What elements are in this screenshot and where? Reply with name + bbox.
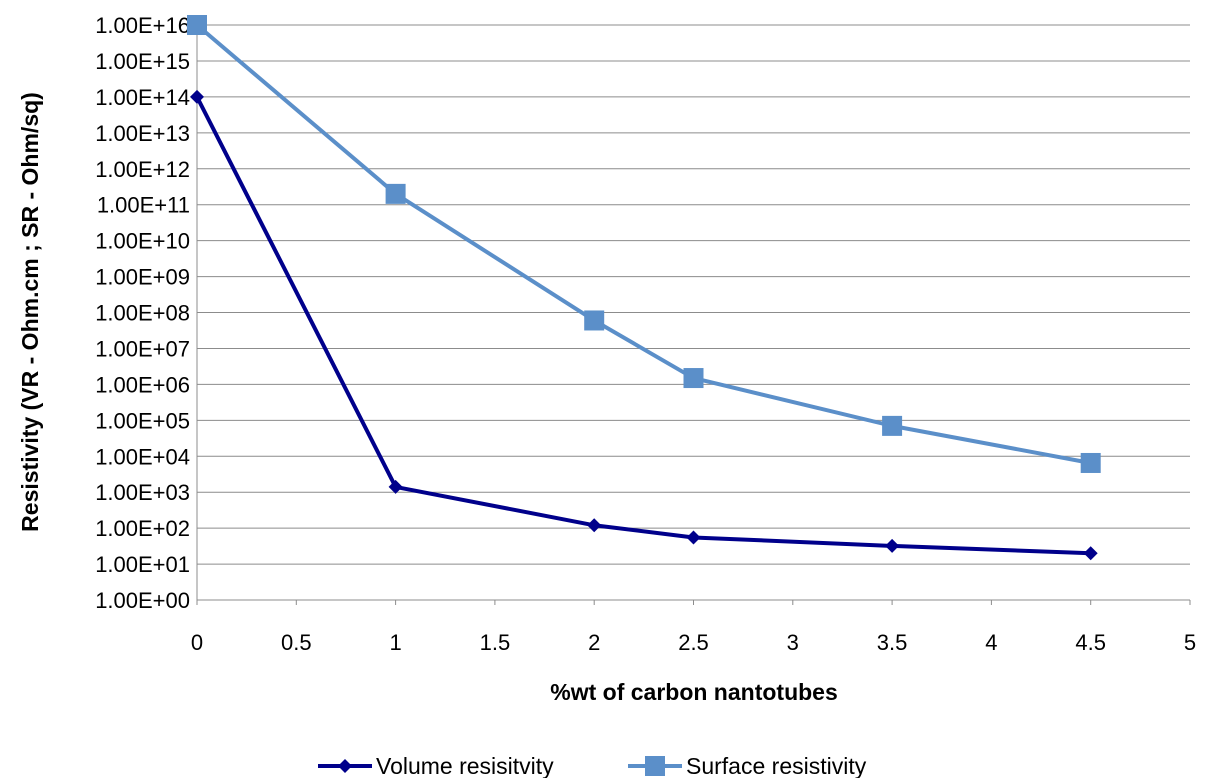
data-point-marker [587, 518, 602, 533]
data-point-marker [190, 89, 204, 104]
legend-label: Volume resisitvity [376, 753, 554, 778]
y-tick-label: 1.00E+12 [95, 157, 190, 182]
y-tick-label: 1.00E+05 [95, 408, 190, 433]
x-tick-label: 0 [191, 630, 203, 655]
x-tick-label: 1 [389, 630, 401, 655]
axes [196, 25, 1191, 605]
data-point-marker [882, 415, 903, 436]
data-point-marker [683, 368, 704, 389]
series-layer [187, 15, 1101, 561]
legend: Volume resisitvity Surface resistivity [318, 753, 867, 779]
y-tick-label: 1.00E+03 [95, 480, 190, 505]
data-point-marker [388, 479, 403, 494]
data-point-marker [885, 538, 900, 553]
series-surface [187, 15, 1101, 473]
legend-marker [338, 759, 352, 773]
x-tick-label: 3 [787, 630, 799, 655]
y-tick-label: 1.00E+16 [95, 13, 190, 38]
grid-lines [197, 24, 1190, 565]
y-tick-label: 1.00E+02 [95, 516, 190, 541]
y-axis-title: Resistivity (VR - Ohm.cm ; SR - Ohm/sq) [17, 92, 43, 532]
y-tick-label: 1.00E+06 [95, 372, 190, 397]
data-point-marker [686, 530, 701, 545]
y-tick-label: 1.00E+09 [95, 265, 190, 290]
y-tick-label: 1.00E+11 [97, 193, 190, 218]
legend-item: Surface resistivity [628, 753, 867, 779]
y-tick-label: 1.00E+10 [95, 229, 190, 254]
x-tick-labels: 0 0.5 1 1.5 2 2.5 3 3.5 4 4.5 5 [191, 630, 1196, 655]
y-tick-label: 1.00E+13 [95, 121, 190, 146]
data-point-marker [1083, 546, 1098, 561]
data-point-marker [187, 15, 207, 35]
series-volume [190, 89, 1098, 561]
y-tick-label: 1.00E+08 [95, 301, 190, 326]
x-tick-label: 0.5 [281, 630, 312, 655]
data-point-marker [385, 183, 406, 204]
legend-label: Surface resistivity [686, 753, 867, 778]
x-tick-label: 5 [1184, 630, 1196, 655]
x-tick-label: 4 [985, 630, 997, 655]
x-tick-label: 1.5 [480, 630, 511, 655]
data-point-marker [584, 310, 605, 331]
legend-item: Volume resisitvity [318, 753, 554, 779]
series-line [195, 23, 1092, 465]
y-tick-label: 1.00E+00 [95, 588, 190, 613]
x-tick-label: 2 [588, 630, 600, 655]
x-tick-label: 2.5 [678, 630, 709, 655]
series-line [195, 95, 1091, 556]
legend-marker [645, 756, 665, 776]
y-tick-label: 1.00E+15 [95, 49, 190, 74]
y-tick-label: 1.00E+01 [95, 552, 190, 577]
x-axis-title: %wt of carbon nantotubes [550, 679, 838, 705]
y-tick-label: 1.00E+14 [95, 85, 190, 110]
x-tick-label: 4.5 [1075, 630, 1106, 655]
data-point-marker [1080, 452, 1101, 473]
y-tick-labels: 1.00E+00 1.00E+01 1.00E+02 1.00E+03 1.00E+04… [95, 13, 190, 613]
x-tick-label: 3.5 [877, 630, 908, 655]
y-tick-label: 1.00E+07 [95, 336, 190, 361]
y-tick-label: 1.00E+04 [95, 444, 190, 469]
